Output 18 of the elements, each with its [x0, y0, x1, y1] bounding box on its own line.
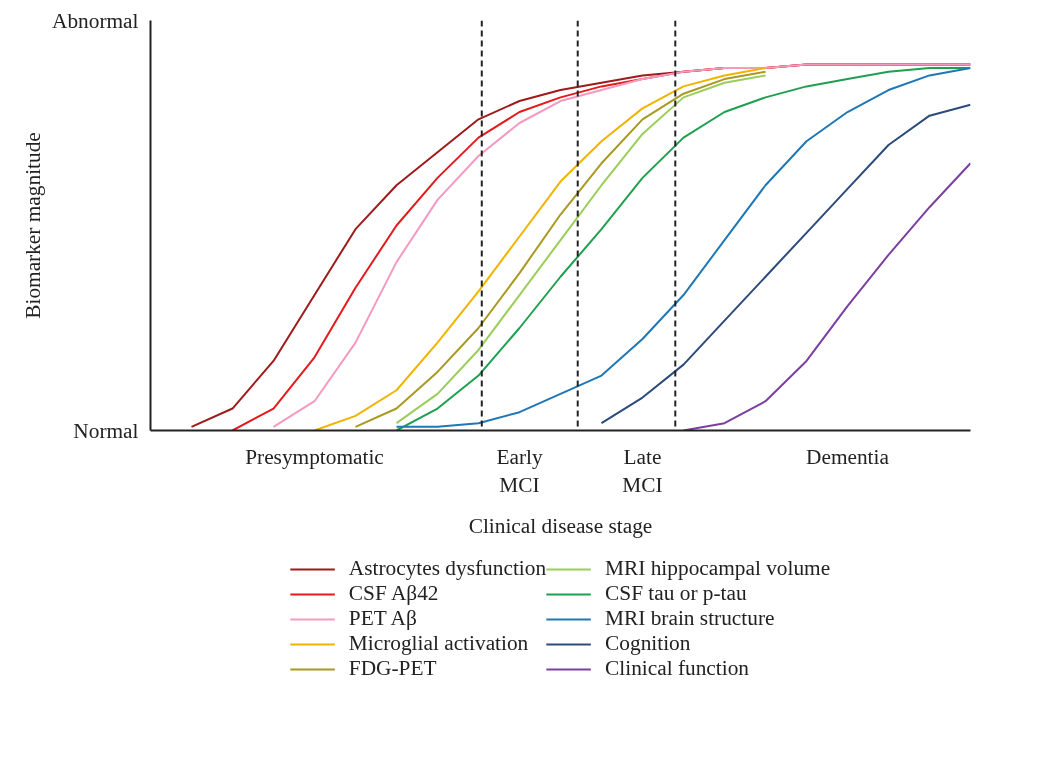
text: Abnormal [52, 8, 139, 33]
y-axis-title: Biomarker magnitude [21, 132, 46, 319]
text: Normal [73, 418, 139, 443]
legend-label: Astrocytes dysfunction [348, 556, 547, 581]
legend-label: MRI brain structure [605, 606, 775, 631]
legend-label: MRI hippocampal volume [605, 556, 831, 581]
legend-label: Clinical function [605, 656, 750, 681]
legend-label: FDG-PET [348, 656, 437, 681]
x-tick-label: Late MCI [622, 444, 663, 498]
x-tick-label: Dementia [806, 444, 890, 469]
legend-label: Cognition [605, 631, 691, 656]
legend-label: Microglial activation [348, 631, 529, 656]
legend-label: CSF Aβ42 [348, 581, 439, 606]
x-axis-title: Clinical disease stage [468, 514, 653, 539]
legend-label: CSF tau or p-tau [605, 581, 747, 606]
legend-label: PET Aβ [348, 606, 417, 631]
x-tick-label: Early MCI [496, 444, 543, 498]
x-tick-label: Presymptomatic [245, 444, 384, 469]
